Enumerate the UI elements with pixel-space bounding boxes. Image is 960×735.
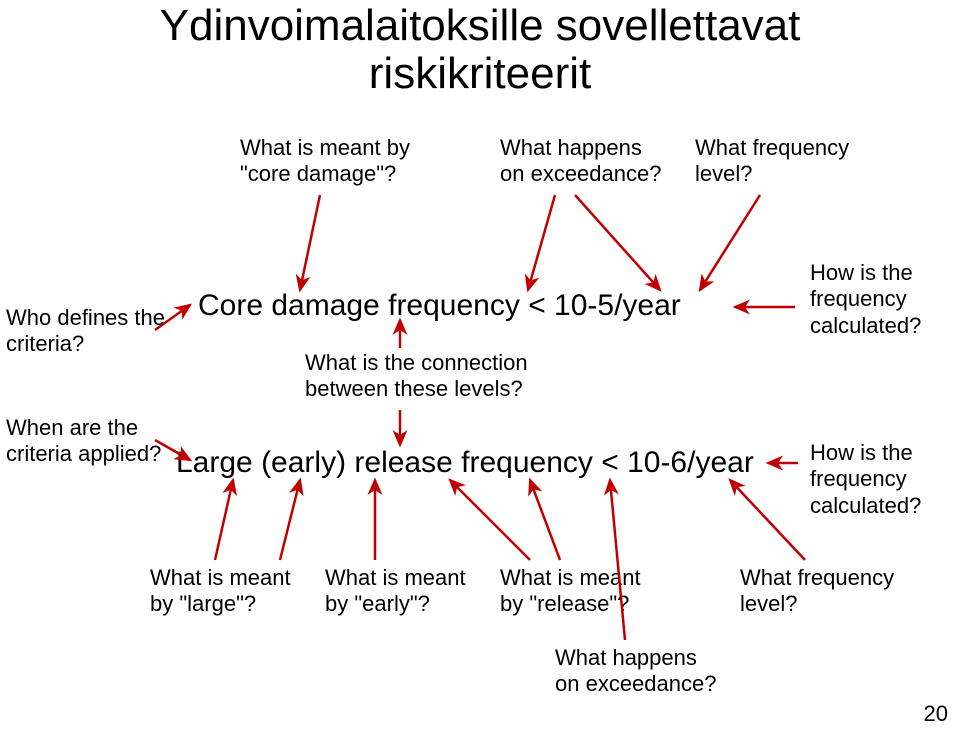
criteria-cdf: Core damage frequency < 10-5/year (198, 289, 681, 323)
q-large: What is meant by "large"? (150, 565, 291, 618)
arrow (528, 195, 555, 290)
arrow (575, 195, 660, 290)
arrow (530, 480, 560, 560)
criteria-lrf: Large (early) release frequency < 10-6/y… (176, 446, 754, 480)
arrow (215, 480, 233, 560)
arrow (300, 195, 320, 290)
arrow (730, 480, 805, 560)
q-release: What is meant by "release"? (500, 565, 641, 618)
arrow (450, 480, 530, 560)
q-who-defines: Who defines the criteria? (6, 305, 165, 358)
q-how-calculated-2: How is the frequency calculated? (810, 440, 921, 519)
q-exceedance-top: What happens on exceedance? (500, 135, 661, 188)
title-line2: riskikriteerit (369, 49, 591, 98)
q-when-applied: When are the criteria applied? (6, 415, 161, 468)
q-how-calculated-1: How is the frequency calculated? (810, 260, 921, 339)
q-freq-level-bottom: What frequency level? (740, 565, 894, 618)
q-freq-level-top: What frequency level? (695, 135, 849, 188)
arrow (280, 480, 300, 560)
title-line1: Ydinvoimalaitoksille sovellettavat (160, 1, 801, 50)
page-title: Ydinvoimalaitoksille sovellettavat riski… (0, 2, 960, 99)
arrow (700, 195, 760, 290)
q-core-damage: What is meant by "core damage"? (240, 135, 410, 188)
page-number: 20 (924, 701, 948, 727)
q-exceedance-bottom: What happens on exceedance? (555, 645, 716, 698)
q-connection: What is the connection between these lev… (305, 350, 528, 403)
q-early: What is meant by "early"? (325, 565, 466, 618)
